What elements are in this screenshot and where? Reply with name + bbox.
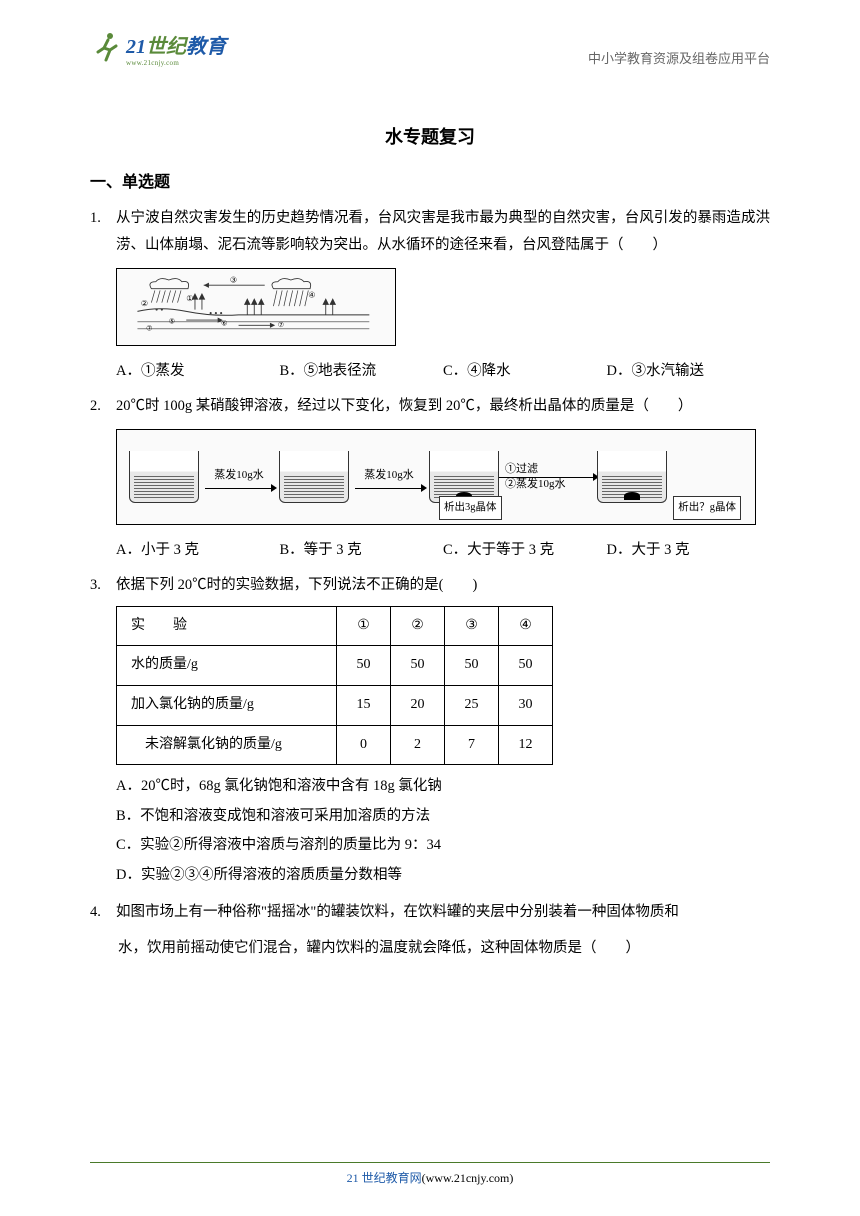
option-a: A．①蒸发: [116, 358, 280, 386]
svg-text:⑤: ⑤: [169, 317, 175, 325]
svg-text:②: ②: [141, 299, 148, 308]
page-footer: 21 世纪教育网(www.21cnjy.com): [0, 1162, 860, 1186]
beaker-icon: [279, 451, 349, 503]
options: A．①蒸发 B．⑤地表径流 C．④降水 D．③水汽输送: [116, 358, 770, 386]
logo: 21世纪教育 www.21cnjy.com: [90, 30, 226, 90]
header-subtitle: 中小学教育资源及组卷应用平台: [588, 48, 770, 90]
arrow-label: 蒸发10g水: [205, 465, 273, 489]
page-title: 水专题复习: [90, 120, 770, 154]
option-b: B．⑤地表径流: [280, 358, 444, 386]
table-cell: 50: [499, 646, 553, 686]
question-1: 1. 从宁波自然灾害发生的历史趋势情况看，台风灾害是我市最为典型的自然灾害，台风…: [90, 205, 770, 386]
footer-text: 世纪教育网: [359, 1171, 422, 1185]
footer-url: (www.21cnjy.com): [422, 1171, 514, 1185]
table-header: ④: [499, 606, 553, 646]
logo-runner-icon: [90, 30, 122, 62]
beaker-icon: [597, 451, 667, 503]
question-3: 3. 依据下列 20℃时的实验数据，下列说法不正确的是( ) 实 验 ① ② ③…: [90, 572, 770, 891]
beaker-icon: [129, 451, 199, 503]
option-d: D．大于 3 克: [607, 537, 771, 565]
footer-text: 21: [347, 1171, 359, 1185]
table-cell: 25: [445, 686, 499, 726]
question-text-line2: 水，饮用前摇动使它们混合，罐内饮料的温度就会降低，这种固体物质是（ ）: [90, 935, 770, 963]
svg-text:⑦: ⑦: [146, 324, 152, 332]
svg-text:①: ①: [186, 294, 193, 303]
table-cell: 30: [499, 686, 553, 726]
section-header: 一、单选题: [90, 168, 770, 198]
option-a: A．20℃时，68g 氯化钠饱和溶液中含有 18g 氯化钠: [116, 773, 770, 801]
question-2: 2. 20℃时 100g 某硝酸钾溶液，经过以下变化，恢复到 20℃，最终析出晶…: [90, 393, 770, 564]
table-cell: 2: [391, 725, 445, 765]
question-text: 20℃时 100g 某硝酸钾溶液，经过以下变化，恢复到 20℃，最终析出晶体的质…: [116, 393, 770, 421]
svg-text:④: ④: [308, 290, 315, 299]
question-number: 4.: [90, 899, 116, 927]
options: A．20℃时，68g 氯化钠饱和溶液中含有 18g 氯化钠 B．不饱和溶液变成饱…: [116, 773, 770, 889]
experiment-table: 实 验 ① ② ③ ④ 水的质量/g 50 50 50 50 加入氯化钠的质量/…: [116, 606, 553, 765]
question-text-line1: 如图市场上有一种俗称"摇摇冰"的罐装饮料，在饮料罐的夹层中分别装着一种固体物质和: [116, 899, 770, 927]
table-cell: 加入氯化钠的质量/g: [117, 686, 337, 726]
svg-text:⑥: ⑥: [221, 319, 227, 327]
table-cell: 未溶解氯化钠的质量/g: [117, 725, 337, 765]
beaker-diagram: 蒸发10g水 蒸发10g水 ①过滤 ②蒸发10g水 析出3g晶体 析出？g晶体: [116, 429, 756, 525]
table-row: 水的质量/g 50 50 50 50: [117, 646, 553, 686]
logo-text: 21世纪教育: [126, 30, 226, 59]
table-cell: 0: [337, 725, 391, 765]
option-b: B．等于 3 克: [280, 537, 444, 565]
question-number: 2.: [90, 393, 116, 564]
filter-label: ①过滤: [505, 462, 591, 476]
table-cell: 50: [391, 646, 445, 686]
table-header: 实 验: [117, 606, 337, 646]
table-header: ③: [445, 606, 499, 646]
table-cell: 水的质量/g: [117, 646, 337, 686]
crystal-label-1: 析出3g晶体: [439, 496, 502, 520]
table-cell: 12: [499, 725, 553, 765]
option-b: B．不饱和溶液变成饱和溶液可采用加溶质的方法: [116, 803, 770, 831]
table-cell: 50: [337, 646, 391, 686]
svg-text:⑦: ⑦: [278, 321, 284, 329]
evap-label: ②蒸发10g水: [505, 477, 591, 491]
crystal-label-2: 析出？g晶体: [673, 496, 741, 520]
table-header: ①: [337, 606, 391, 646]
options: A．小于 3 克 B．等于 3 克 C．大于等于 3 克 D．大于 3 克: [116, 537, 770, 565]
table-row: 未溶解氯化钠的质量/g 0 2 7 12: [117, 725, 553, 765]
table-cell: 7: [445, 725, 499, 765]
option-c: C．④降水: [443, 358, 607, 386]
water-cycle-diagram: ③ ④ ② ① ⑤: [116, 268, 396, 346]
option-c: C．实验②所得溶液中溶质与溶剂的质量比为 9：34: [116, 832, 770, 860]
question-4: 4. 如图市场上有一种俗称"摇摇冰"的罐装饮料，在饮料罐的夹层中分别装着一种固体…: [90, 899, 770, 927]
table-cell: 50: [445, 646, 499, 686]
question-number: 3.: [90, 572, 116, 891]
option-d: D．③水汽输送: [607, 358, 771, 386]
option-c: C．大于等于 3 克: [443, 537, 607, 565]
logo-url: www.21cnjy.com: [126, 59, 226, 67]
option-d: D．实验②③④所得溶液的溶质质量分数相等: [116, 862, 770, 890]
table-cell: 15: [337, 686, 391, 726]
table-cell: 20: [391, 686, 445, 726]
question-text: 依据下列 20℃时的实验数据，下列说法不正确的是( ): [116, 572, 770, 600]
arrow-label: 蒸发10g水: [355, 465, 423, 489]
option-a: A．小于 3 克: [116, 537, 280, 565]
table-header: ②: [391, 606, 445, 646]
table-row: 加入氯化钠的质量/g 15 20 25 30: [117, 686, 553, 726]
question-number: 1.: [90, 205, 116, 386]
question-text: 从宁波自然灾害发生的历史趋势情况看，台风灾害是我市最为典型的自然灾害，台风引发的…: [116, 205, 770, 260]
svg-text:③: ③: [230, 275, 237, 284]
table-row: 实 验 ① ② ③ ④: [117, 606, 553, 646]
